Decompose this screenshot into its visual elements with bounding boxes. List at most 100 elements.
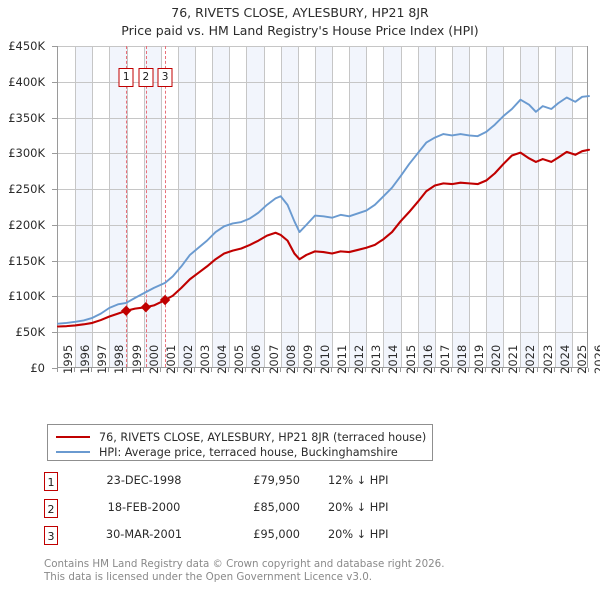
table-row: 2 18-FEB-2000 £85,000 20% ↓ HPI: [44, 499, 464, 526]
x-axis-tick-label: 2018: [454, 344, 469, 374]
x-axis-tick-mark: [108, 368, 110, 372]
y-axis-tick-label: £400K: [8, 74, 45, 89]
gridline-vertical: [195, 46, 197, 367]
gridline-vertical: [177, 46, 179, 367]
transaction-index-badge: 3: [44, 526, 58, 545]
x-axis-tick-mark: [142, 368, 144, 372]
gridline-vertical: [297, 46, 299, 367]
x-axis-tick-label: 1996: [78, 344, 93, 374]
x-axis-tick-mark: [91, 368, 93, 372]
year-band: [451, 46, 470, 367]
x-axis-tick-label: 2016: [420, 344, 435, 374]
x-axis-tick-label: 2019: [472, 344, 487, 374]
x-axis-tick-label: 1997: [95, 344, 110, 374]
footer-line-1: Contains HM Land Registry data © Crown c…: [44, 558, 445, 570]
x-axis-tick-mark: [570, 368, 572, 372]
gridline-vertical: [469, 46, 471, 367]
transaction-event-line: [145, 46, 147, 367]
gridline-vertical: [417, 46, 419, 367]
year-band: [520, 46, 538, 367]
x-axis-tick-label: 2008: [283, 344, 298, 374]
x-axis-tick-label: 2026: [592, 344, 600, 374]
x-axis-tick-mark: [468, 368, 470, 372]
x-axis-tick-mark: [553, 368, 555, 372]
y-axis-tick-label: £100K: [8, 289, 45, 304]
x-axis-tick-mark: [450, 368, 452, 372]
x-axis-tick-label: 2012: [352, 344, 367, 374]
x-axis-tick-mark: [74, 368, 76, 372]
x-axis-tick-label: 2010: [317, 344, 332, 374]
gridline-vertical: [212, 46, 214, 367]
page-title: 76, RIVETS CLOSE, AYLESBURY, HP21 8JR: [171, 5, 429, 20]
x-axis-tick-label: 2022: [523, 344, 538, 374]
y-axis-tick-label: £200K: [8, 217, 45, 232]
x-axis-tick-label: 2004: [215, 344, 230, 374]
y-axis-tick-mark: [52, 46, 57, 47]
gridline-horizontal: [58, 332, 587, 334]
legend-item-label: 76, RIVETS CLOSE, AYLESBURY, HP21 8JR (t…: [99, 430, 427, 444]
gridline-horizontal: [58, 296, 587, 298]
x-axis-tick-mark: [382, 368, 384, 372]
gridline-vertical: [503, 46, 505, 367]
transaction-event-line: [126, 46, 128, 367]
chart-subtitle: Price paid vs. HM Land Registry's House …: [121, 23, 479, 38]
x-axis-tick-label: 2011: [335, 344, 350, 374]
x-axis-tick-mark: [365, 368, 367, 372]
transaction-marker-diamond[interactable]: [159, 294, 171, 306]
transaction-event-line: [165, 46, 167, 367]
x-axis-tick-mark: [57, 368, 58, 372]
year-band: [486, 46, 504, 367]
transaction-marker-label-1[interactable]: 1: [118, 68, 134, 87]
x-axis-tick-mark: [211, 368, 213, 372]
y-axis-tick-mark: [52, 296, 57, 298]
x-axis-tick-label: 2007: [266, 344, 281, 374]
x-axis-tick-label: 2015: [403, 344, 418, 374]
transaction-date: 23-DEC-1998: [106, 474, 182, 487]
transaction-marker-diamond[interactable]: [140, 301, 152, 313]
transaction-marker-label-3[interactable]: 3: [157, 68, 173, 87]
x-axis-tick-label: 1999: [129, 344, 144, 374]
transaction-price: £85,000: [253, 501, 300, 514]
x-axis-tick-label: 2000: [146, 344, 161, 374]
legend-color-swatch: [56, 451, 90, 453]
gridline-vertical: [451, 46, 453, 367]
x-axis-tick-mark: [194, 368, 196, 372]
year-band: [314, 46, 333, 367]
x-axis-tick-label: 2021: [506, 344, 521, 374]
x-axis-tick-mark: [519, 368, 521, 372]
gridline-vertical: [160, 46, 162, 367]
series-line-hpi: [57, 95, 590, 325]
series-line-price-paid: [56, 148, 591, 328]
footer-attribution: Contains HM Land Registry data © Crown c…: [44, 558, 564, 583]
x-axis-tick-mark: [245, 368, 247, 372]
transaction-date: 18-FEB-2000: [107, 501, 181, 514]
y-axis-tick-mark: [52, 224, 57, 226]
gridline-horizontal: [58, 46, 587, 47]
x-axis-tick-mark: [536, 368, 538, 372]
gridline-vertical: [520, 46, 522, 367]
x-axis-tick-label: 2017: [437, 344, 452, 374]
gridline-vertical: [366, 46, 368, 367]
y-axis-tick-label: £150K: [8, 253, 45, 268]
transaction-marker-diamond[interactable]: [120, 305, 132, 316]
x-axis-tick-label: 2003: [198, 344, 213, 374]
year-band: [75, 46, 93, 367]
transaction-hpi-delta: 20% ↓ HPI: [328, 501, 389, 514]
y-axis-tick-mark: [52, 117, 57, 119]
transaction-hpi-delta: 20% ↓ HPI: [328, 528, 389, 541]
transaction-marker-label-2[interactable]: 2: [138, 68, 154, 87]
transaction-index-badge: 2: [44, 499, 58, 518]
year-band: [554, 46, 572, 367]
x-axis-tick-label: 2002: [180, 344, 195, 374]
transactions-table: 1 23-DEC-1998 £79,950 12% ↓ HPI 2 18-FEB-2000…: [44, 472, 464, 553]
gridline-horizontal: [58, 117, 587, 119]
y-axis-tick-label: £250K: [8, 182, 45, 197]
legend-color-swatch: [56, 436, 90, 438]
x-axis-tick-mark: [399, 368, 401, 372]
chart-series-layer: [56, 95, 591, 328]
table-row: 1 23-DEC-1998 £79,950 12% ↓ HPI: [44, 472, 464, 499]
x-axis-tick-mark: [502, 368, 504, 372]
year-band: [212, 46, 230, 367]
gridline-vertical: [554, 46, 556, 367]
chart-legend: 76, RIVETS CLOSE, AYLESBURY, HP21 8JR (t…: [47, 424, 433, 461]
